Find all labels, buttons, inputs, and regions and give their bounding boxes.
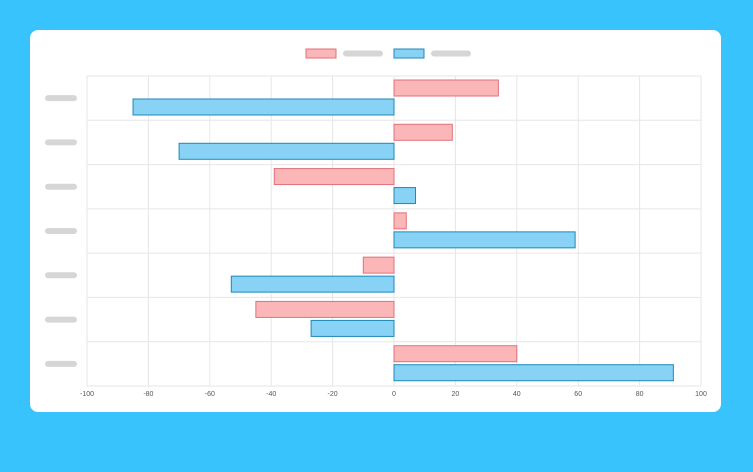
x-tick-label: -100 — [80, 391, 94, 398]
bar-series-1-cat-1 — [393, 79, 499, 97]
y-category-label — [45, 316, 77, 323]
x-tick-label: 100 — [695, 391, 707, 398]
x-tick-label: 0 — [392, 391, 396, 398]
legend-swatch-series-1 — [305, 48, 337, 59]
x-tick-label: 60 — [574, 391, 582, 398]
bar-series-1-cat-4 — [393, 212, 407, 230]
bar-series-1-cat-6 — [255, 300, 395, 318]
x-tick-label: -20 — [328, 391, 338, 398]
bar-series-2-cat-7 — [393, 364, 674, 382]
y-category-label — [45, 183, 77, 190]
bar-series-1-cat-7 — [393, 345, 518, 363]
bar-series-1-cat-5 — [362, 256, 395, 274]
y-category-label — [45, 139, 77, 146]
legend-swatch-series-2 — [393, 48, 425, 59]
bar-series-2-cat-3 — [393, 187, 416, 205]
x-tick-label: 40 — [513, 391, 521, 398]
x-tick-label: 80 — [636, 391, 644, 398]
bar-series-1-cat-3 — [273, 168, 395, 186]
bar-series-2-cat-2 — [178, 142, 395, 160]
bar-series-2-cat-4 — [393, 231, 576, 249]
chart-card: -100 -80 -60 -40 -20 0 20 40 60 80 100 — [30, 30, 721, 412]
x-tick-label: -40 — [266, 391, 276, 398]
legend-label-series-1 — [343, 50, 383, 57]
bar-series-2-cat-5 — [230, 275, 395, 293]
bar-chart: -100 -80 -60 -40 -20 0 20 40 60 80 100 — [45, 48, 707, 398]
bar-series-2-cat-1 — [132, 98, 395, 116]
bar-series-1-cat-2 — [393, 123, 453, 141]
y-category-label — [45, 228, 77, 234]
y-category-label — [45, 95, 77, 102]
x-tick-label: -80 — [143, 391, 153, 398]
legend-label-series-2 — [431, 50, 471, 57]
x-tick-label: 20 — [452, 391, 460, 398]
y-category-label — [45, 272, 77, 279]
y-category-label — [45, 360, 77, 367]
x-tick-label: -60 — [205, 391, 215, 398]
bar-series-2-cat-6 — [310, 319, 395, 337]
